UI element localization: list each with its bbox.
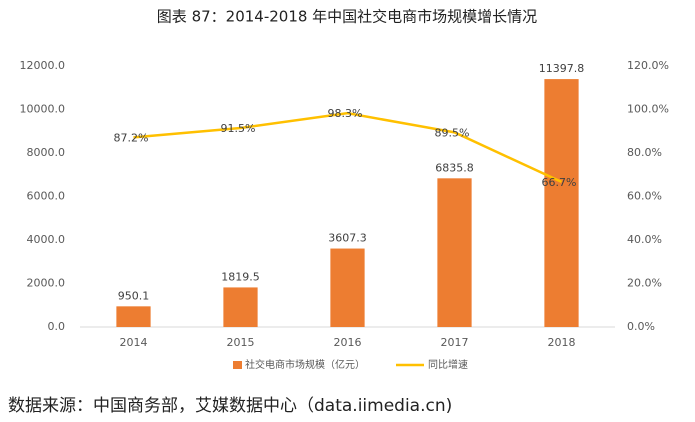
y2-tick-label: 40.0% [627, 233, 662, 246]
y2-tick-label: 20.0% [627, 277, 662, 290]
line-value-label: 87.2% [114, 131, 149, 144]
bar [437, 178, 472, 327]
bar [223, 287, 258, 327]
line-value-label: 66.7% [542, 176, 577, 189]
y-tick-label: 0.0 [48, 320, 66, 333]
source-note: 数据来源：中国商务部，艾媒数据中心（data.iimedia.cn) [8, 396, 452, 416]
x-tick-label: 2015 [227, 336, 255, 349]
y-tick-label: 10000.0 [20, 103, 66, 116]
legend-label: 同比增速 [428, 358, 468, 371]
y2-tick-label: 0.0% [627, 320, 655, 333]
x-tick-label: 2017 [441, 336, 469, 349]
y-tick-label: 4000.0 [27, 233, 66, 246]
bar-value-label: 6835.8 [435, 161, 474, 174]
legend-label: 社交电商市场规模（亿元） [245, 358, 365, 371]
y2-tick-label: 80.0% [627, 146, 662, 159]
y2-tick-label: 120.0% [627, 59, 669, 72]
y-tick-label: 12000.0 [20, 59, 66, 72]
y-tick-label: 2000.0 [27, 277, 66, 290]
x-tick-label: 2018 [548, 336, 576, 349]
line-value-label: 91.5% [221, 122, 256, 135]
x-tick-label: 2016 [334, 336, 362, 349]
y2-tick-label: 100.0% [627, 103, 669, 116]
chart-title: 图表 87：2014-2018 年中国社交电商市场规模增长情况 [157, 8, 537, 26]
bar [330, 248, 365, 327]
bar-value-label: 950.1 [118, 289, 150, 302]
line-value-label: 98.3% [328, 107, 363, 120]
y-tick-label: 8000.0 [27, 146, 66, 159]
bar [544, 79, 579, 328]
line-value-label: 89.5% [435, 126, 470, 139]
x-tick-label: 2014 [120, 336, 148, 349]
bar [116, 306, 151, 327]
y-tick-label: 6000.0 [27, 190, 66, 203]
bar-value-label: 11397.8 [539, 62, 585, 75]
bar-value-label: 1819.5 [221, 270, 260, 283]
legend-swatch [233, 361, 242, 369]
y2-tick-label: 60.0% [627, 190, 662, 203]
line [133, 111, 563, 184]
bar-value-label: 3607.3 [328, 232, 367, 245]
